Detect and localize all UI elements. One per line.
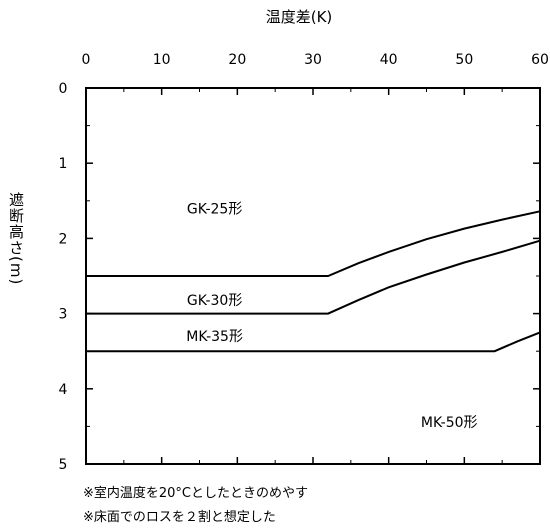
- y-tick-label: 3: [59, 307, 68, 323]
- y-tick-label: 1: [59, 156, 68, 172]
- y-axis-label: 遮断高さ(m): [7, 192, 25, 286]
- x-tick-label: 30: [304, 52, 322, 68]
- x-tick-label: 0: [82, 52, 91, 68]
- y-tick-label: 5: [59, 457, 68, 473]
- note-2: ※床面でのロスを２割と想定した: [83, 510, 276, 525]
- boundary-line-2: [86, 239, 541, 315]
- x-tick-label: 60: [531, 52, 549, 68]
- region-label-1: GK-25形: [187, 201, 242, 217]
- region-label-2: GK-30形: [187, 293, 242, 309]
- x-tick-label: 50: [455, 52, 473, 68]
- y-tick-label: 2: [59, 231, 68, 247]
- region-label-3: MK-35形: [186, 329, 243, 345]
- y-tick-label: 0: [59, 81, 68, 97]
- note-1: ※室内温度を20°Cとしたときのめやす: [83, 486, 309, 501]
- boundary-line-1: [86, 210, 541, 277]
- boundary-line-3: [86, 331, 541, 353]
- region-label-4: MK-50形: [421, 415, 478, 431]
- y-tick-label: 4: [59, 382, 68, 398]
- x-axis-title: 温度差(K): [266, 8, 333, 26]
- x-tick-label: 20: [228, 52, 246, 68]
- x-tick-label: 10: [153, 52, 171, 68]
- x-tick-label: 40: [380, 52, 398, 68]
